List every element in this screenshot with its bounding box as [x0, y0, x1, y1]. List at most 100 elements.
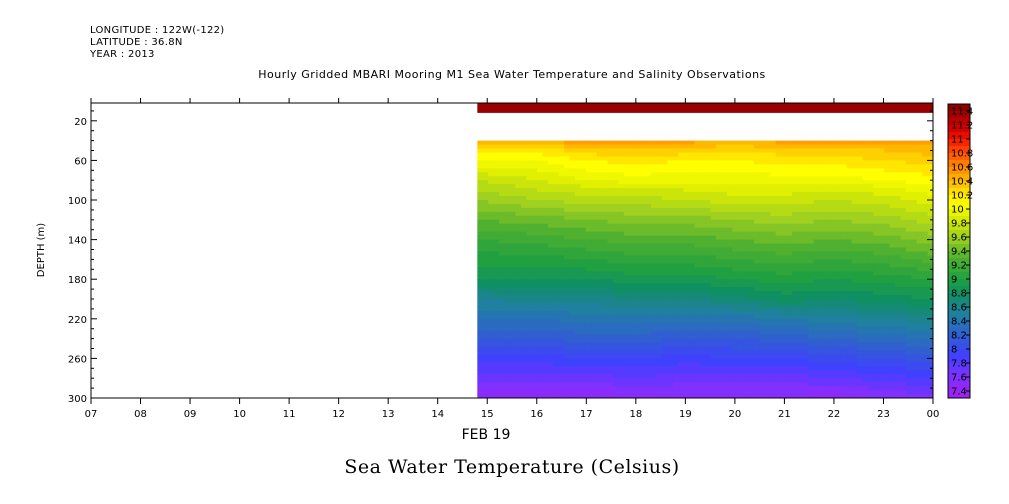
- heatmap-cell: [488, 354, 495, 359]
- heatmap-cell: [640, 196, 647, 201]
- heatmap-cell: [499, 346, 506, 352]
- heatmap-cell: [542, 302, 549, 308]
- heatmap-cell: [764, 275, 771, 280]
- heatmap-cell: [808, 148, 815, 154]
- heatmap-cell: [775, 338, 782, 344]
- heatmap-cell: [808, 160, 815, 165]
- heatmap-cell: [678, 172, 685, 177]
- heatmap-cell: [520, 358, 527, 363]
- heatmap-cell: [895, 267, 902, 272]
- heatmap-cell: [851, 251, 858, 257]
- heatmap-cell: [607, 338, 614, 344]
- heatmap-cell: [797, 180, 804, 185]
- heatmap-cell: [520, 275, 527, 280]
- heatmap-cell: [629, 283, 636, 288]
- heatmap-cell: [645, 295, 652, 300]
- heatmap-cell: [656, 263, 663, 268]
- heatmap-cell: [580, 326, 587, 332]
- heatmap-cell: [509, 184, 516, 189]
- heatmap-cell: [499, 200, 506, 205]
- heatmap-cell: [705, 279, 712, 284]
- heatmap-cell: [477, 231, 484, 237]
- heatmap-cell: [884, 334, 891, 340]
- heatmap-cell: [791, 180, 798, 185]
- heatmap-cell: [537, 318, 544, 324]
- heatmap-cell: [884, 255, 891, 261]
- heatmap-cell: [791, 259, 798, 264]
- heatmap-cell: [753, 164, 761, 169]
- heatmap-cell: [645, 164, 652, 169]
- heatmap-cell: [683, 188, 690, 193]
- heatmap-cell: [878, 180, 885, 185]
- heatmap-cell: [927, 219, 933, 225]
- heatmap-cell: [770, 334, 777, 340]
- heatmap-cell: [634, 318, 641, 324]
- heatmap-cell: [645, 322, 652, 328]
- heatmap-cell: [623, 295, 630, 300]
- heatmap-cell: [640, 184, 647, 189]
- heatmap-cell: [672, 247, 679, 253]
- heatmap-cell: [596, 354, 603, 359]
- heatmap-cell: [726, 350, 733, 356]
- heatmap-cell: [732, 172, 739, 177]
- heatmap-cell: [846, 310, 853, 316]
- heatmap-cell: [585, 148, 592, 154]
- heatmap-cell: [764, 299, 771, 304]
- heatmap-cell: [889, 243, 896, 249]
- heatmap-cell: [574, 255, 581, 261]
- heatmap-cell: [884, 164, 891, 169]
- heatmap-cell: [667, 291, 674, 296]
- heatmap-cell: [667, 358, 674, 363]
- heatmap-cell: [547, 184, 554, 189]
- heatmap-cell: [574, 342, 581, 348]
- heatmap-cell: [618, 251, 625, 257]
- heatmap-cell: [721, 306, 728, 312]
- heatmap-cell: [911, 227, 918, 233]
- heatmap-cell: [499, 219, 506, 225]
- heatmap-cell: [862, 192, 869, 197]
- heatmap-cell: [564, 164, 571, 169]
- heatmap-cell: [878, 342, 885, 348]
- heatmap-cell: [857, 342, 864, 348]
- heatmap-cell: [829, 203, 836, 209]
- heatmap-cell: [482, 370, 489, 375]
- heatmap-cell: [802, 180, 809, 185]
- heatmap-cell: [591, 168, 598, 173]
- heatmap-cell: [683, 231, 690, 237]
- heatmap-cell: [585, 255, 592, 261]
- heatmap-cell: [846, 291, 853, 296]
- heatmap-cell: [726, 223, 733, 229]
- heatmap-cell: [509, 318, 516, 324]
- heatmap-cell: [802, 370, 809, 375]
- heatmap-cell: [645, 283, 652, 288]
- heatmap-cell: [574, 203, 581, 209]
- heatmap-cell: [927, 152, 933, 158]
- heatmap-cell: [851, 140, 858, 146]
- heatmap-cell: [846, 346, 853, 352]
- heatmap-cell: [591, 192, 598, 197]
- heatmap-cell: [629, 259, 636, 264]
- heatmap-cell: [922, 362, 929, 367]
- heatmap-cell: [862, 263, 869, 268]
- heatmap-cell: [553, 354, 560, 359]
- heatmap-cell: [482, 247, 489, 253]
- heatmap-cell: [878, 172, 885, 177]
- heatmap-cell: [640, 247, 647, 253]
- heatmap-cell: [721, 144, 728, 150]
- heatmap-cell: [775, 231, 782, 237]
- heatmap-cell: [775, 140, 782, 146]
- heatmap-cell: [531, 267, 538, 272]
- heatmap-cell: [645, 334, 652, 340]
- heatmap-cell: [829, 299, 836, 304]
- heatmap-cell: [829, 326, 836, 332]
- heatmap-cell: [753, 235, 761, 241]
- heatmap-cell: [688, 152, 695, 158]
- heatmap-cell: [716, 326, 723, 332]
- heatmap-cell: [699, 263, 706, 268]
- heatmap-cell: [710, 263, 717, 268]
- heatmap-cell: [547, 374, 554, 379]
- heatmap-cell: [802, 184, 809, 189]
- heatmap-cell: [688, 148, 695, 154]
- heatmap-cell: [824, 366, 831, 371]
- heatmap-cell: [846, 322, 853, 328]
